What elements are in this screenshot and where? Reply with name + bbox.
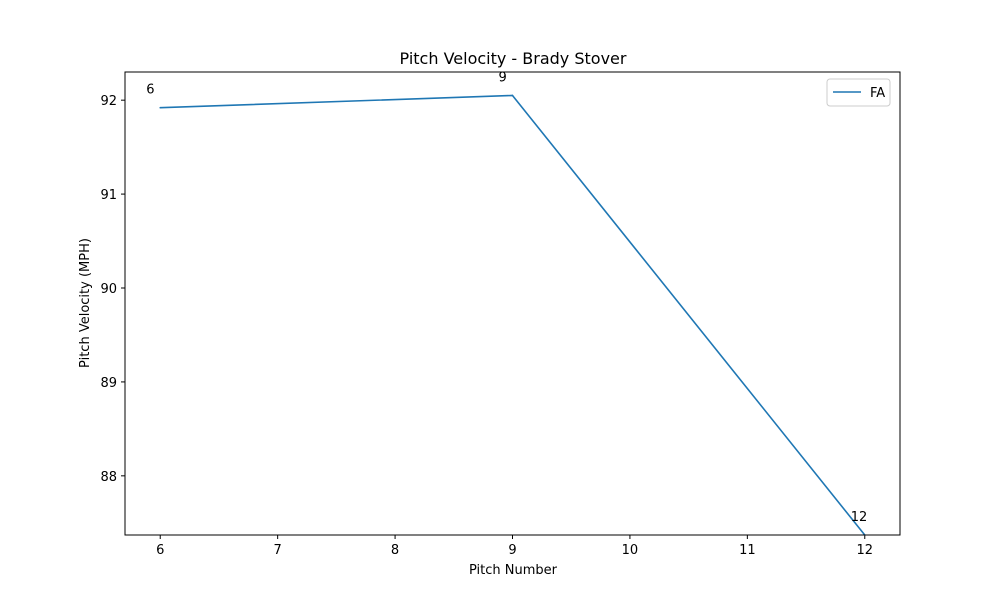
chart-title: Pitch Velocity - Brady Stover: [400, 49, 627, 68]
x-tick-label: 6: [156, 543, 164, 558]
legend: FA: [826, 78, 891, 107]
legend-label: FA: [870, 86, 885, 101]
data-point: [159, 106, 162, 109]
point-annotation: 12: [851, 510, 868, 525]
y-axis-label: Pitch Velocity (MPH): [78, 238, 93, 368]
x-tick-label: 7: [274, 543, 282, 558]
y-tick-label: 89: [100, 376, 117, 391]
data-point: [511, 94, 514, 97]
x-tick-label: 8: [391, 543, 399, 558]
y-tick-label: 92: [100, 94, 117, 109]
y-tick-label: 91: [100, 188, 117, 203]
x-tick-label: 10: [622, 543, 639, 558]
x-axis-label: Pitch Number: [469, 563, 558, 578]
x-tick-label: 9: [508, 543, 516, 558]
point-annotation: 6: [146, 83, 154, 98]
y-tick-label: 90: [100, 282, 117, 297]
point-annotation: 9: [499, 70, 507, 85]
y-tick-label: 88: [100, 470, 117, 485]
x-tick-label: 11: [739, 543, 756, 558]
x-tick-label: 12: [856, 543, 873, 558]
plot-area-frame: [124, 71, 901, 536]
